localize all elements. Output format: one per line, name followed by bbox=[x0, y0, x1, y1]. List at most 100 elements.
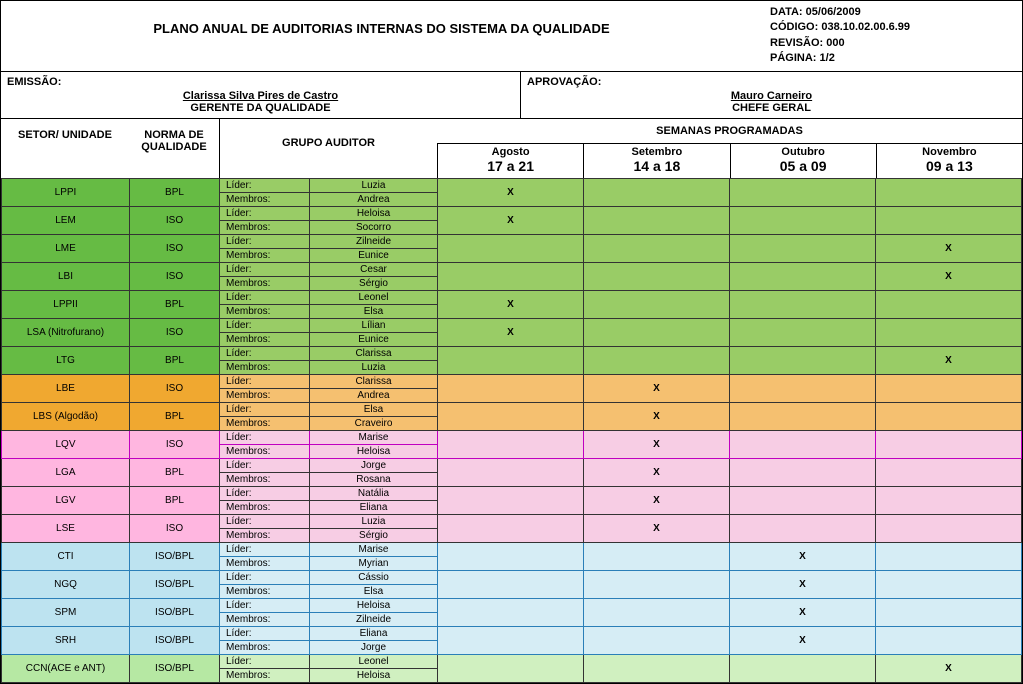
document-title: PLANO ANUAL DE AUDITORIAS INTERNAS DO SI… bbox=[1, 1, 762, 71]
norm-cell: ISO/BPL bbox=[130, 654, 220, 682]
norm-cell: ISO bbox=[130, 206, 220, 234]
role-lider: Líder: bbox=[220, 654, 310, 668]
norm-cell: ISO/BPL bbox=[130, 542, 220, 570]
month-col: Outubro05 a 09 bbox=[730, 144, 876, 178]
sector-cell: LGV bbox=[2, 486, 130, 514]
week-mark bbox=[876, 206, 1022, 234]
week-mark: X bbox=[438, 290, 584, 318]
col-group-header: GRUPO AUDITOR bbox=[219, 119, 437, 178]
week-mark bbox=[730, 486, 876, 514]
role-lider: Líder: bbox=[220, 318, 310, 332]
role-lider: Líder: bbox=[220, 402, 310, 416]
norm-cell: BPL bbox=[130, 402, 220, 430]
week-mark bbox=[876, 318, 1022, 346]
month-col: Novembro09 a 13 bbox=[876, 144, 1022, 178]
sector-cell: LPPII bbox=[2, 290, 130, 318]
week-mark bbox=[876, 178, 1022, 206]
week-mark bbox=[584, 206, 730, 234]
sector-cell: NGQ bbox=[2, 570, 130, 598]
emissao-label: EMISSÃO: bbox=[7, 76, 514, 88]
week-mark bbox=[876, 290, 1022, 318]
week-mark bbox=[438, 346, 584, 374]
week-mark: X bbox=[730, 570, 876, 598]
week-mark bbox=[438, 654, 584, 682]
sector-cell: SPM bbox=[2, 598, 130, 626]
col-sector-header: SETOR/ UNIDADE bbox=[1, 119, 129, 178]
sector-cell: LBE bbox=[2, 374, 130, 402]
week-mark bbox=[584, 318, 730, 346]
week-mark: X bbox=[876, 346, 1022, 374]
auditor-name: Marise bbox=[310, 542, 438, 556]
auditor-name: Heloisa bbox=[310, 444, 438, 458]
week-mark bbox=[876, 430, 1022, 458]
role-lider: Líder: bbox=[220, 374, 310, 388]
approval-row: EMISSÃO: Clarissa Silva Pires de Castro … bbox=[1, 72, 1022, 119]
week-mark bbox=[730, 346, 876, 374]
week-mark: X bbox=[730, 598, 876, 626]
audit-plan-table: PLANO ANUAL DE AUDITORIAS INTERNAS DO SI… bbox=[0, 0, 1023, 684]
week-mark bbox=[876, 402, 1022, 430]
aprovacao-label: APROVAÇÃO: bbox=[527, 76, 1016, 88]
norm-cell: ISO bbox=[130, 430, 220, 458]
norm-cell: BPL bbox=[130, 486, 220, 514]
week-mark: X bbox=[876, 654, 1022, 682]
auditor-name: Clarissa bbox=[310, 346, 438, 360]
auditor-name: Cássio bbox=[310, 570, 438, 584]
norm-cell: ISO bbox=[130, 234, 220, 262]
role-membros: Membros: bbox=[220, 304, 310, 318]
week-mark bbox=[438, 402, 584, 430]
week-mark: X bbox=[584, 374, 730, 402]
norm-cell: BPL bbox=[130, 290, 220, 318]
column-headers: SETOR/ UNIDADE NORMA DE QUALIDADE GRUPO … bbox=[1, 119, 1022, 178]
sector-cell: LGA bbox=[2, 458, 130, 486]
auditor-name: Jorge bbox=[310, 640, 438, 654]
auditor-name: Leonel bbox=[310, 290, 438, 304]
week-mark bbox=[730, 514, 876, 542]
week-mark: X bbox=[438, 178, 584, 206]
meta-data-label: DATA: bbox=[770, 6, 803, 18]
week-mark bbox=[584, 570, 730, 598]
role-membros: Membros: bbox=[220, 528, 310, 542]
auditor-name: Luzia bbox=[310, 360, 438, 374]
emissao-role: GERENTE DA QUALIDADE bbox=[7, 102, 514, 114]
auditor-name: Zilneide bbox=[310, 234, 438, 248]
week-mark: X bbox=[584, 486, 730, 514]
month-name: Agosto bbox=[438, 146, 583, 158]
auditor-name: Lílian bbox=[310, 318, 438, 332]
role-membros: Membros: bbox=[220, 192, 310, 206]
norm-cell: ISO bbox=[130, 374, 220, 402]
auditor-name: Clarissa bbox=[310, 374, 438, 388]
role-lider: Líder: bbox=[220, 542, 310, 556]
role-lider: Líder: bbox=[220, 430, 310, 444]
role-lider: Líder: bbox=[220, 346, 310, 360]
auditor-name: Andrea bbox=[310, 192, 438, 206]
auditor-name: Heloisa bbox=[310, 668, 438, 682]
role-lider: Líder: bbox=[220, 206, 310, 220]
auditor-name: Myrian bbox=[310, 556, 438, 570]
meta-pagina-label: PÁGINA: bbox=[770, 52, 816, 64]
week-mark bbox=[584, 542, 730, 570]
week-mark bbox=[876, 458, 1022, 486]
week-mark bbox=[438, 514, 584, 542]
week-mark bbox=[584, 346, 730, 374]
role-lider: Líder: bbox=[220, 178, 310, 192]
week-mark bbox=[438, 234, 584, 262]
auditor-name: Marise bbox=[310, 430, 438, 444]
sector-cell: LBI bbox=[2, 262, 130, 290]
week-mark bbox=[876, 514, 1022, 542]
week-mark bbox=[730, 262, 876, 290]
meta-codigo-value: 038.10.02.00.6.99 bbox=[821, 21, 910, 33]
week-mark bbox=[584, 262, 730, 290]
month-range: 14 a 18 bbox=[584, 158, 729, 174]
week-mark: X bbox=[438, 318, 584, 346]
auditor-name: Heloisa bbox=[310, 598, 438, 612]
week-mark bbox=[730, 458, 876, 486]
role-membros: Membros: bbox=[220, 612, 310, 626]
week-mark bbox=[438, 262, 584, 290]
week-mark bbox=[584, 290, 730, 318]
week-mark: X bbox=[730, 542, 876, 570]
week-mark bbox=[876, 374, 1022, 402]
week-mark bbox=[584, 654, 730, 682]
auditor-name: Jorge bbox=[310, 458, 438, 472]
week-mark bbox=[730, 318, 876, 346]
